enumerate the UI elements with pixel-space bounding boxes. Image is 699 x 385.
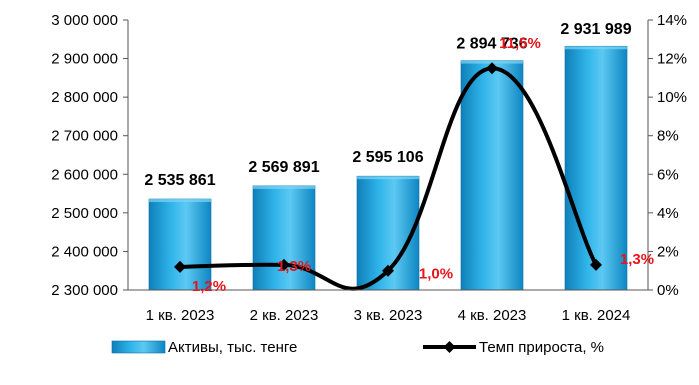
right-tick-label: 6% bbox=[657, 166, 679, 183]
x-tick-label: 1 кв. 2024 bbox=[562, 307, 631, 324]
bar-labels: 2 535 861 2 569 891 2 595 106 2 894 736 2 93… bbox=[144, 21, 631, 189]
left-tick-label: 2 900 000 bbox=[51, 51, 118, 68]
growth-point bbox=[486, 62, 498, 75]
growth-point bbox=[590, 258, 602, 271]
bar-value-label: 2 535 861 bbox=[144, 172, 215, 189]
x-tick-label: 2 кв. 2023 bbox=[250, 307, 319, 324]
bar bbox=[252, 185, 316, 291]
growth-value-label: 1,2% bbox=[192, 278, 226, 295]
left-tick-label: 2 800 000 bbox=[51, 89, 118, 106]
growth-value-label: 1,3% bbox=[620, 251, 654, 268]
left-axis: 2 300 000 2 400 000 2 500 000 2 600 000 2 70… bbox=[51, 12, 129, 299]
x-axis: 1 кв. 2023 2 кв. 2023 3 кв. 2023 4 кв. 2023… bbox=[128, 289, 648, 324]
pct-labels: 1,2% 1,3% 1,0% 11,5% 1,3% bbox=[192, 35, 654, 295]
x-tick-label: 1 кв. 2023 bbox=[146, 307, 215, 324]
left-tick-label: 2 600 000 bbox=[51, 166, 118, 183]
bar-cap bbox=[149, 199, 211, 203]
bar-value-label: 2 595 106 bbox=[352, 149, 423, 166]
bar bbox=[564, 45, 628, 291]
growth-point bbox=[174, 260, 186, 273]
legend-bar-swatch bbox=[111, 340, 166, 354]
bar-cap bbox=[565, 46, 627, 50]
growth-line bbox=[179, 66, 598, 291]
bar-cap bbox=[357, 176, 419, 180]
left-tick-label: 2 400 000 bbox=[51, 243, 118, 260]
x-tick-label: 3 кв. 2023 bbox=[354, 307, 423, 324]
legend-line-label: Темп прироста, % bbox=[479, 339, 604, 356]
legend-line-marker bbox=[443, 341, 456, 353]
x-tick-label: 4 кв. 2023 bbox=[458, 307, 527, 324]
bar-series bbox=[148, 45, 628, 291]
growth-point bbox=[278, 258, 290, 271]
left-tick-label: 3 000 000 bbox=[51, 12, 118, 29]
right-tick-label: 0% bbox=[657, 282, 679, 299]
right-tick-label: 4% bbox=[657, 205, 679, 222]
right-tick-label: 10% bbox=[657, 89, 687, 106]
left-tick-label: 2 300 000 bbox=[51, 282, 118, 299]
legend: Активы, тыс. тенге Темп прироста, % bbox=[111, 339, 604, 356]
left-tick-label: 2 700 000 bbox=[51, 128, 118, 145]
line-series bbox=[174, 62, 602, 291]
left-tick-label: 2 500 000 bbox=[51, 205, 118, 222]
growth-value-label: 1,0% bbox=[419, 266, 453, 283]
growth-value-label: 1,3% bbox=[277, 258, 311, 275]
bar-cap bbox=[253, 185, 315, 189]
right-tick-label: 2% bbox=[657, 243, 679, 260]
right-axis: 0% 2% 4% 6% 8% 10% 12% 14% bbox=[647, 12, 687, 299]
right-tick-label: 8% bbox=[657, 128, 679, 145]
bar-value-label: 2 894 736 bbox=[456, 36, 527, 53]
growth-value-label: 11,5% bbox=[499, 35, 541, 52]
legend-bar-label: Активы, тыс. тенге bbox=[168, 339, 297, 356]
bar-value-label: 2 931 989 bbox=[560, 21, 631, 38]
right-tick-label: 14% bbox=[657, 12, 687, 29]
bar-cap bbox=[461, 60, 523, 64]
bar-value-label: 2 569 891 bbox=[248, 159, 319, 176]
bar bbox=[148, 198, 212, 291]
bar bbox=[460, 60, 524, 291]
right-tick-label: 12% bbox=[657, 51, 687, 68]
growth-point bbox=[382, 264, 394, 277]
